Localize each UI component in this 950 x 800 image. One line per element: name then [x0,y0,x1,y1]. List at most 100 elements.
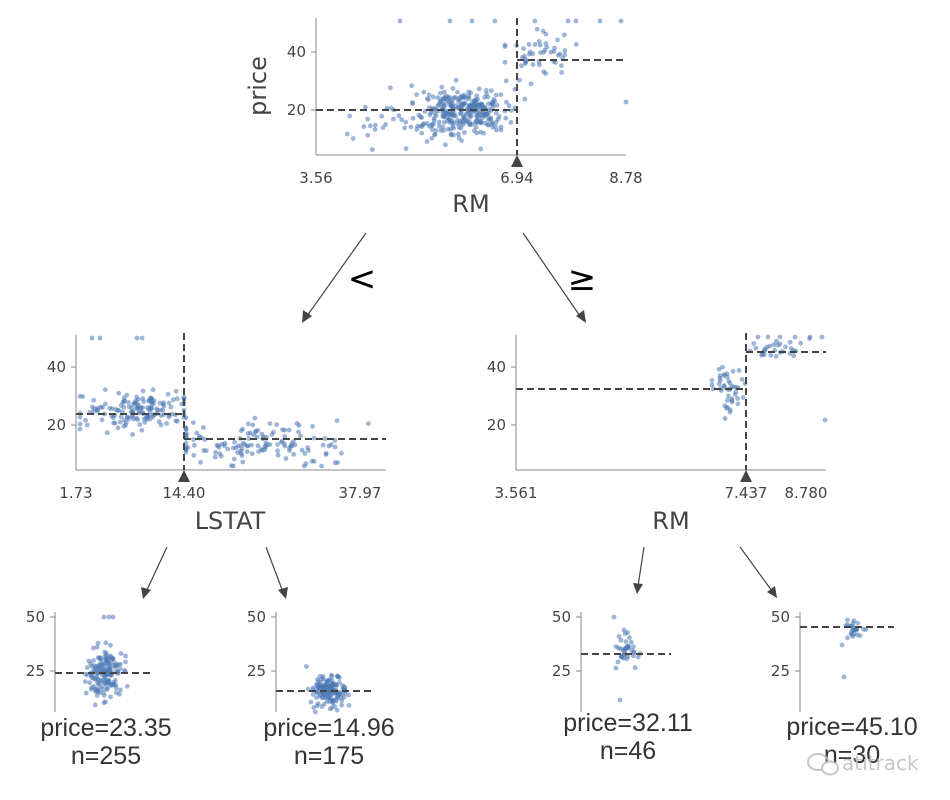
scatter-point [346,703,352,708]
scatter-point [319,676,325,682]
scatter-point [262,443,268,449]
scatter-point [474,113,480,119]
scatter-point [147,405,153,410]
scatter-point [82,679,88,685]
scatter-point [311,705,317,710]
scatter-point [102,673,108,679]
scatter-point [312,709,318,715]
scatter-point [850,634,856,639]
scatter-point [721,384,727,390]
leaf1-n-label: n=255 [71,742,141,770]
scatter-point [174,418,180,424]
scatter-point [503,78,509,84]
scatter-point [87,680,93,685]
root-ytick-label: 20 [287,101,306,119]
leaf-node-2: 50 25 price=14.96 n=175 [247,608,395,770]
leaf1-price-label: price=23.35 [40,714,171,742]
scatter-point [553,60,558,65]
root-feature-label: RM [452,190,489,218]
scatter-point [489,102,494,107]
scatter-point [623,99,629,105]
scatter-point [129,414,135,419]
scatter-point [279,439,284,445]
scatter-point [431,116,437,121]
scatter-point [315,684,321,690]
scatter-point [84,422,90,428]
scatter-point [464,119,469,125]
scatter-point [244,449,250,455]
scatter-point [532,18,538,24]
scatter-point [457,97,463,103]
scatter-point [444,110,450,116]
scatter-point [618,654,624,660]
scatter-point [129,405,135,411]
scatter-point [631,644,636,650]
scatter-point [191,420,196,425]
leaf4-ytick-label: 25 [771,662,790,680]
scatter-point [260,448,265,453]
scatter-point [379,113,385,119]
scatter-point [238,451,244,456]
scatter-point [113,690,119,695]
scatter-point [123,659,128,665]
scatter-point [83,417,88,423]
leaf4-price-label: price=45.10 [786,713,917,741]
scatter-point [124,420,129,425]
scatter-point [469,18,475,24]
scatter-point [855,620,861,626]
scatter-point [506,103,512,109]
scatter-point [755,334,761,340]
scatter-point [191,437,197,442]
scatter-point [408,124,414,130]
scatter-point [118,687,123,693]
scatter-point [562,48,568,53]
leaf1-ytick-label: 50 [26,608,45,626]
scatter-point [325,687,331,692]
leaf3-scatter-points [611,614,643,703]
scatter-point [361,124,367,130]
scatter-point [235,450,241,455]
scatter-point [112,660,118,666]
scatter-point [455,89,460,95]
scatter-point [110,415,116,421]
scatter-point [218,453,224,459]
scatter-point [145,414,151,419]
scatter-point [125,683,130,689]
scatter-point [110,656,116,662]
arrowhead-icon [302,310,312,323]
scatter-point [117,666,123,672]
scatter-point [191,452,197,458]
scatter-point [319,704,325,709]
scatter-point [819,334,825,340]
scatter-point [722,416,728,421]
left-ytick-label: 20 [47,416,66,434]
scatter-point [502,59,508,65]
scatter-point [625,630,630,635]
scatter-point [494,127,499,133]
edge-line [522,232,581,317]
edge-line [306,232,367,317]
scatter-point [118,651,124,656]
scatter-point [77,414,83,420]
scatter-point [83,671,88,677]
scatter-point [101,614,107,620]
scatter-point [181,394,187,400]
scatter-point [426,97,431,103]
root-node-panel: 40 20 price 3.56 6.94 8.78 RM [244,18,643,218]
scatter-point [736,368,742,373]
scatter-point [486,117,491,123]
scatter-point [310,692,316,697]
scatter-point [449,110,454,115]
scatter-point [319,463,324,469]
edge-left-leaf2 [265,546,288,599]
scatter-point [441,128,446,134]
scatter-point [839,642,845,648]
scatter-point [461,115,467,120]
scatter-point [534,26,540,32]
scatter-point [111,420,117,426]
scatter-point [115,425,121,431]
scatter-point [95,679,100,685]
scatter-point [418,114,423,120]
scatter-point [573,18,579,24]
scatter-point [95,640,101,646]
